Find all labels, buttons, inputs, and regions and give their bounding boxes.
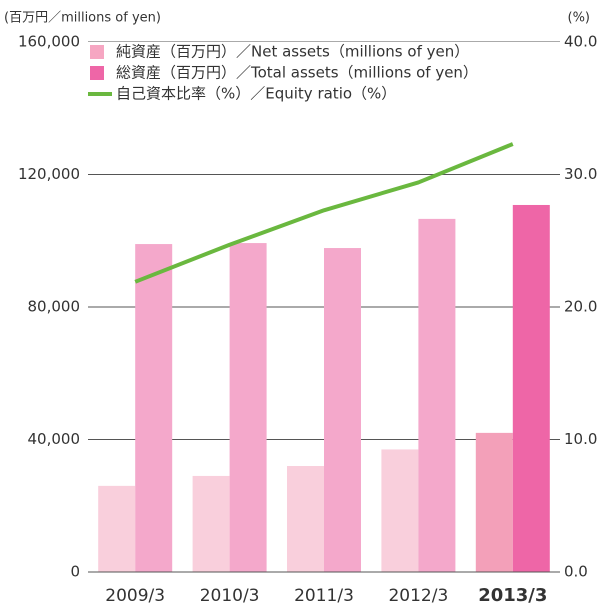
bar [287, 466, 324, 572]
bar [135, 244, 173, 572]
y-tick-label: 160,000 [18, 33, 80, 51]
bar [475, 432, 513, 572]
y-tick-label: 120,000 [18, 165, 80, 183]
y2-tick-label: 30.0 [564, 165, 597, 183]
bar [512, 204, 550, 572]
legend-label: 総資産（百万円）／Total assets（millions of yen） [116, 64, 478, 82]
x-tick-label: 2010/3 [200, 586, 260, 606]
bar [324, 248, 361, 572]
y2-tick-label: 10.0 [564, 430, 597, 448]
x-tick-label: 2012/3 [388, 586, 448, 606]
y-tick-label: 0 [70, 563, 80, 581]
y-tick-label: 40,000 [28, 430, 81, 448]
line-series [134, 142, 514, 284]
legend-label: 純資産（百万円）／Net assets（millions of yen） [116, 43, 469, 61]
legend-swatch [90, 66, 104, 80]
y-tick-label: 80,000 [28, 298, 81, 316]
legend-label: 自己資本比率（%）／Equity ratio（%） [116, 85, 396, 103]
bar [418, 218, 456, 572]
legend-bg [86, 63, 560, 83]
bar [192, 475, 230, 572]
x-tick-label: 2009/3 [105, 586, 165, 606]
legend-bg [86, 84, 560, 104]
y2-axis-label: (%) [568, 11, 591, 26]
legend-swatch [90, 45, 104, 59]
y2-tick-label: 40.0 [564, 33, 597, 51]
y-axis-label: (百万円／millions of yen) [4, 11, 161, 26]
legend-bg [86, 42, 560, 62]
bar [98, 485, 136, 572]
bar [381, 449, 419, 572]
x-tick-label: 2013/3 [478, 585, 547, 606]
y2-tick-label: 0.0 [564, 563, 588, 581]
bar [229, 243, 267, 572]
y2-tick-label: 20.0 [564, 298, 597, 316]
x-tick-label: 2011/3 [294, 586, 354, 606]
